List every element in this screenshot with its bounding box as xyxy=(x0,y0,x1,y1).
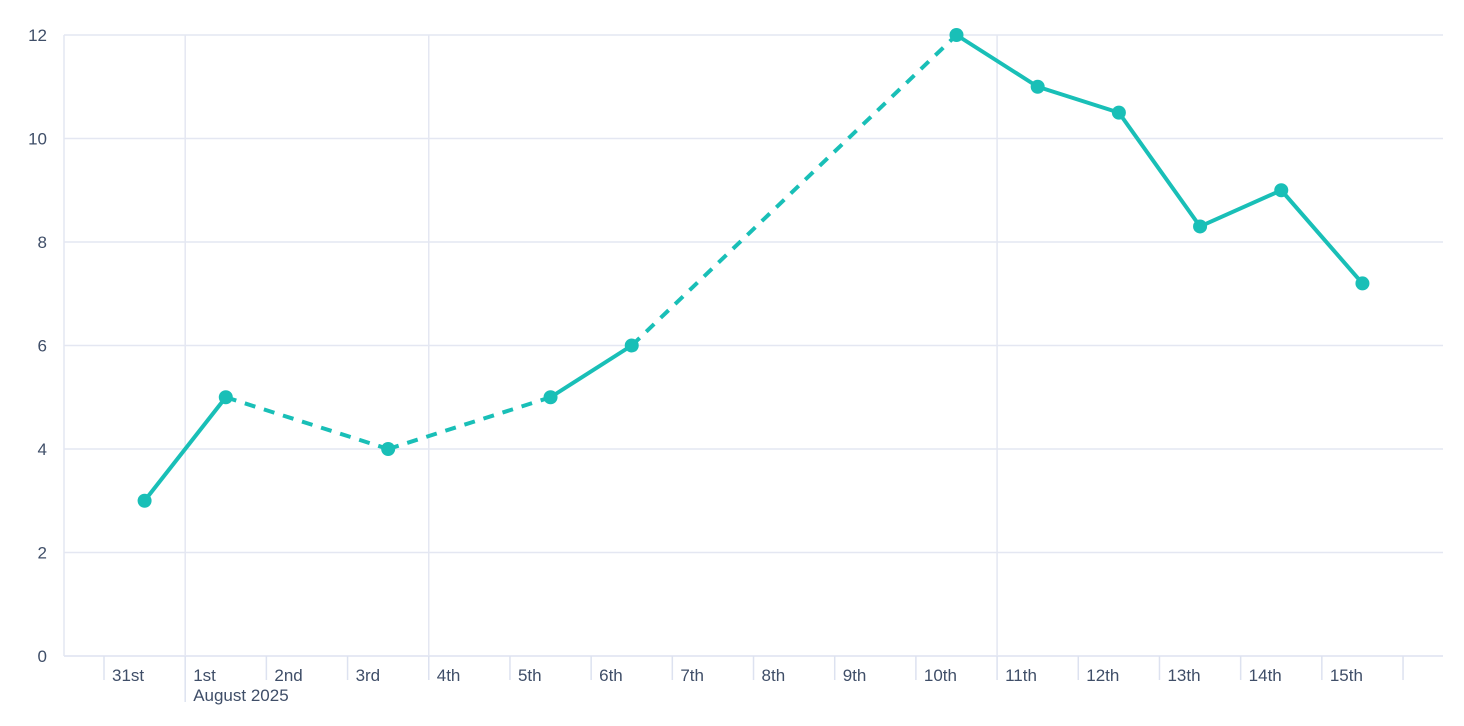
series-line-dashed xyxy=(630,33,958,347)
series-line-solid xyxy=(955,33,1364,285)
x-tick-label: 10th xyxy=(924,666,957,685)
x-tick-label: 15th xyxy=(1330,666,1363,685)
data-point[interactable] xyxy=(1030,79,1045,94)
x-tick-label: 9th xyxy=(843,666,867,685)
data-point[interactable] xyxy=(949,28,964,42)
series-line-solid xyxy=(549,343,633,399)
x-tick-label: 4th xyxy=(437,666,461,685)
data-point[interactable] xyxy=(218,390,233,405)
x-tick-label: 6th xyxy=(599,666,623,685)
x-tick-label: 3rd xyxy=(356,666,381,685)
data-point[interactable] xyxy=(1193,219,1208,234)
x-tick-label: 7th xyxy=(680,666,704,685)
data-point[interactable] xyxy=(1111,105,1126,120)
x-tick-label: 14th xyxy=(1249,666,1282,685)
x-tick-label: 11th xyxy=(1005,666,1037,685)
data-point[interactable] xyxy=(543,390,558,405)
data-point[interactable] xyxy=(624,338,639,353)
series-line-solid xyxy=(143,396,228,502)
data-point[interactable] xyxy=(137,493,152,508)
y-tick-label: 6 xyxy=(38,337,47,356)
y-tick-label: 0 xyxy=(38,647,47,666)
data-point[interactable] xyxy=(1274,183,1289,198)
series-line-dashed xyxy=(225,395,389,451)
y-tick-label: 8 xyxy=(38,233,47,252)
x-tick-label: 12th xyxy=(1086,666,1119,685)
x-tick-label: 5th xyxy=(518,666,542,685)
x-tick-label: 2nd xyxy=(274,666,302,685)
series-line-dashed xyxy=(387,395,552,451)
data-point[interactable] xyxy=(1355,276,1370,291)
y-tick-label: 2 xyxy=(38,544,47,563)
data-point[interactable] xyxy=(381,442,396,456)
x-axis-month-label: August 2025 xyxy=(193,686,288,705)
y-tick-label: 4 xyxy=(38,440,47,459)
y-tick-label: 12 xyxy=(28,26,47,45)
x-tick-label: 8th xyxy=(762,666,786,685)
x-tick-label: 13th xyxy=(1167,666,1200,685)
y-tick-label: 10 xyxy=(28,130,47,149)
x-tick-label: 1st xyxy=(193,666,216,685)
x-tick-label: 31st xyxy=(112,666,144,685)
